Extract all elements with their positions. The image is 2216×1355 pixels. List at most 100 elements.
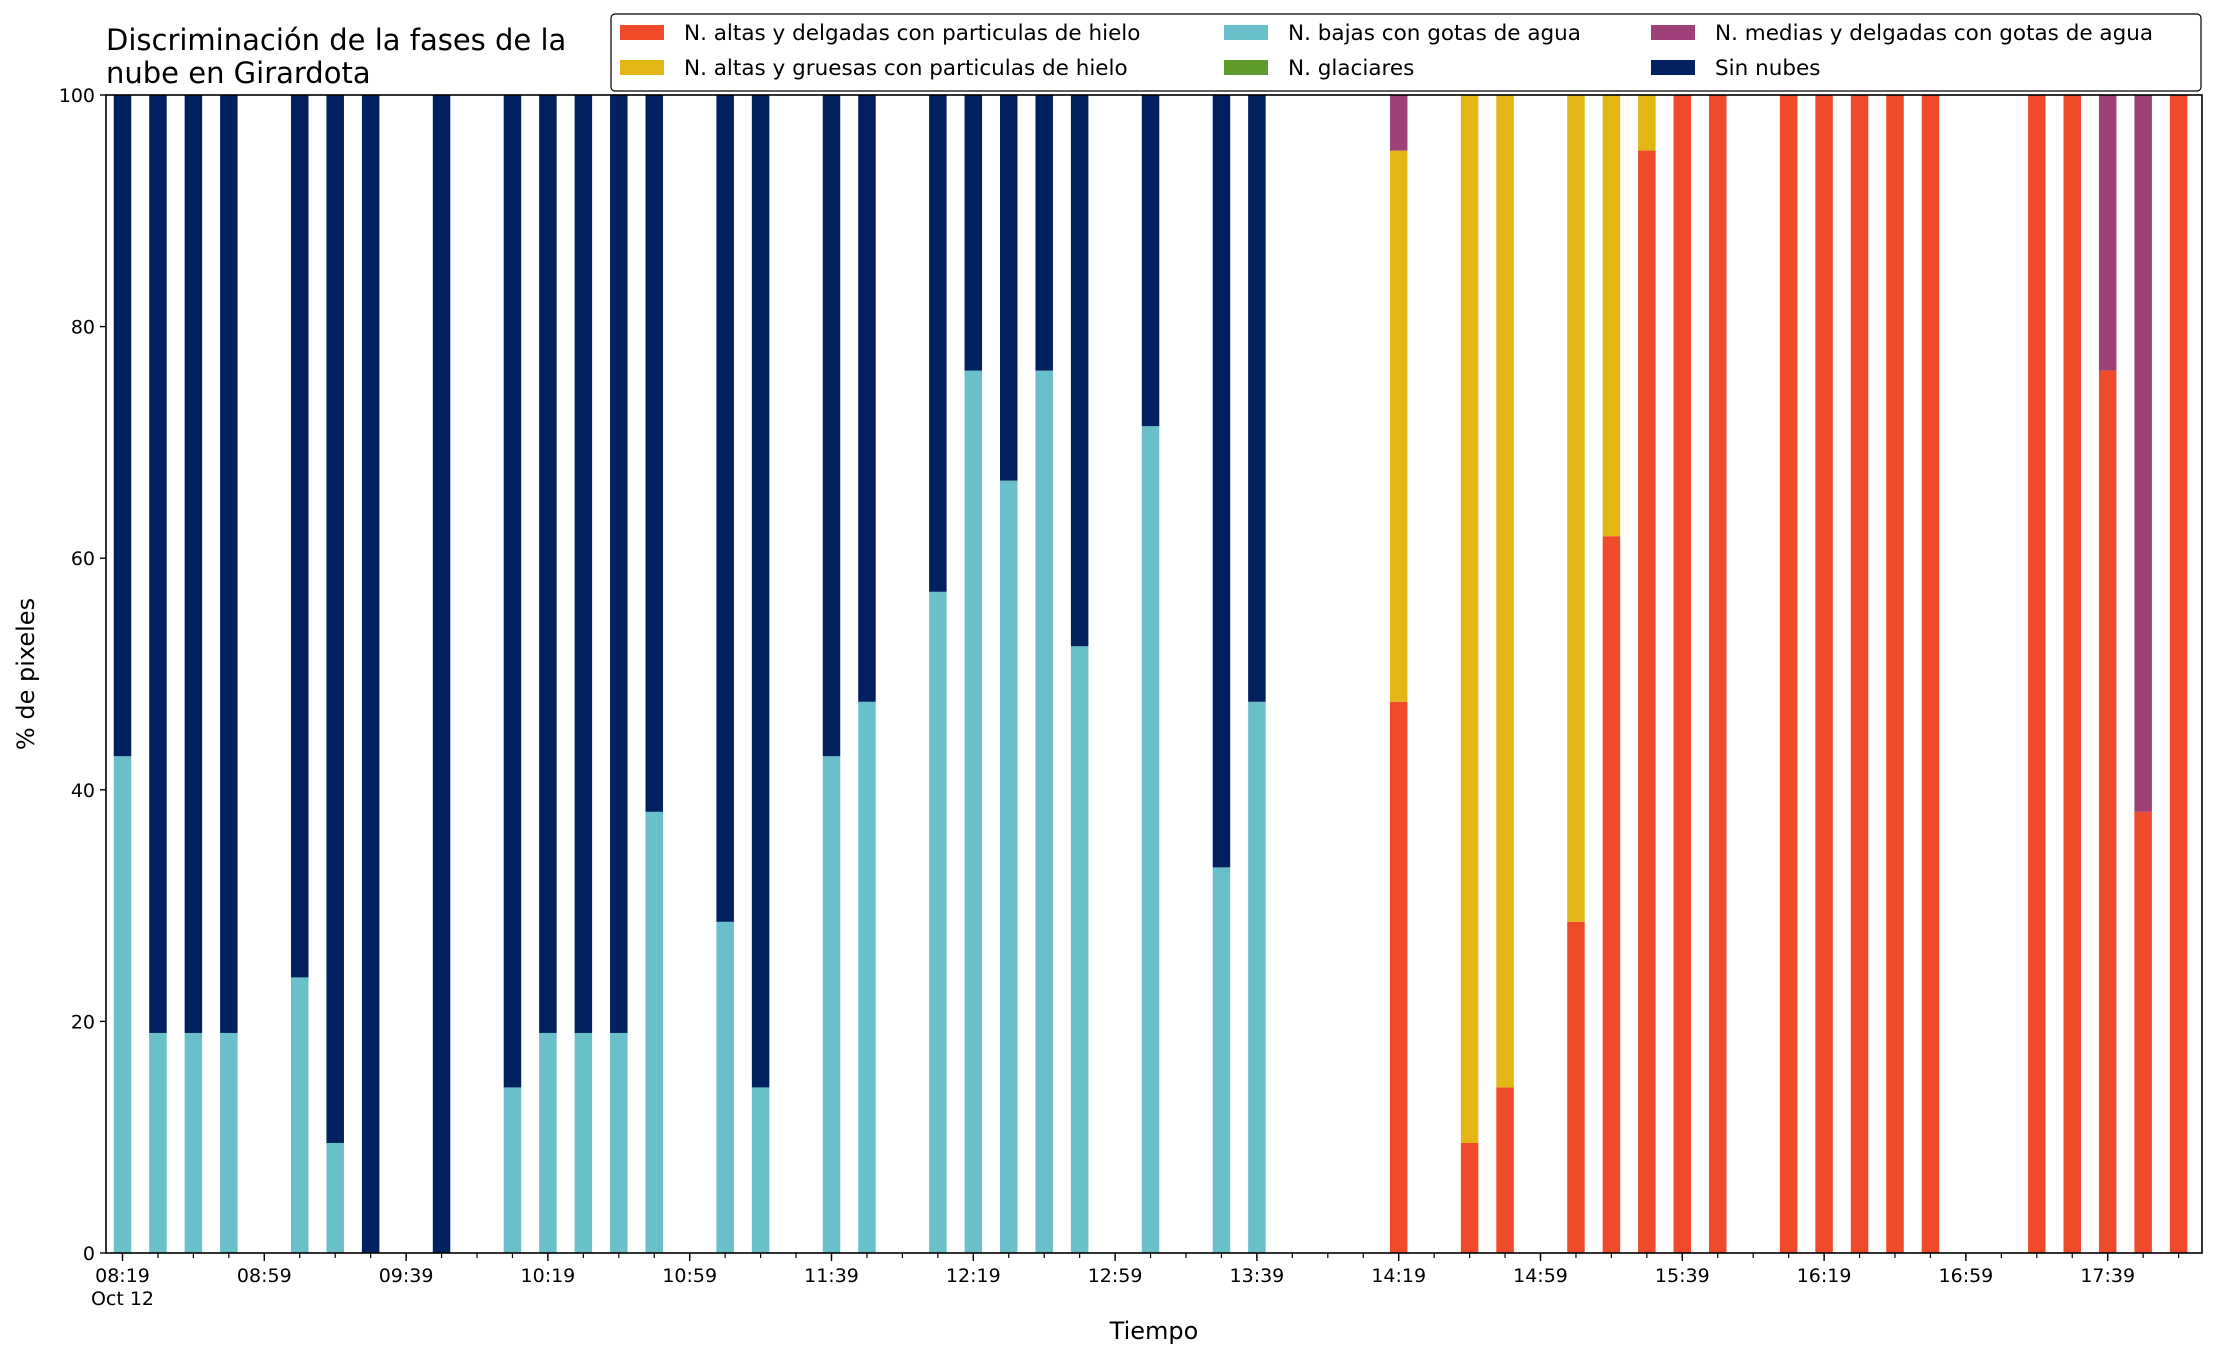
bar-segment-1749-s4: [2134, 95, 2152, 812]
x-tick-label-1059: 10:59: [662, 1265, 717, 1287]
x-tick-label-1219: 12:19: [946, 1265, 1001, 1287]
bar-segment-1339-s5: [1248, 95, 1266, 702]
y-tick-label-40: 40: [71, 780, 95, 802]
bar-segment-1249-s5: [1070, 95, 1089, 647]
bar-segment-1239-s2: [1035, 370, 1053, 1254]
bar-segment-1109-s5: [716, 95, 734, 922]
y-axis-label: % de pixeles: [12, 598, 40, 750]
bar-segment-0829-s5: [149, 95, 167, 1033]
bar-segment-1139-s5: [822, 95, 841, 757]
bar-segment-1609-s0: [1779, 95, 1798, 1253]
bar-segment-0849-s5: [220, 95, 238, 1033]
legend-label-5: Sin nubes: [1715, 56, 1820, 81]
bars-layer: [113, 95, 2188, 1254]
bar-segment-0819-s5: [113, 95, 132, 757]
bar-segment-1439-s1: [1460, 95, 1479, 1143]
bar-segment-1749-s0: [2134, 811, 2152, 1253]
legend-swatch-1: [620, 60, 664, 75]
bar-segment-1219-s2: [964, 370, 983, 1254]
x-tick-label-1459: 14:59: [1513, 1265, 1568, 1287]
bar-segment-1539-s0: [1673, 95, 1692, 1253]
y-tick-label-60: 60: [71, 548, 95, 570]
bar-segment-1109-s2: [716, 921, 734, 1253]
bar-segment-1119-s2: [751, 1087, 770, 1253]
x-tick-label-1139: 11:39: [804, 1265, 859, 1287]
x-tick-sublabel-date: Oct 12: [91, 1288, 154, 1310]
bar-segment-1649-s0: [1921, 95, 1940, 1253]
bar-segment-1039-s2: [610, 1032, 628, 1253]
bar-segment-1209-s2: [929, 591, 947, 1253]
bar-segment-1229-s2: [1000, 480, 1018, 1253]
x-tick-label-1339: 13:39: [1230, 1265, 1285, 1287]
bar-segment-1619-s0: [1815, 95, 1833, 1253]
bar-segment-1529-s1: [1638, 95, 1656, 151]
bar-segment-0919-s5: [326, 95, 344, 1143]
y-tick-label-80: 80: [71, 317, 95, 339]
bar-segment-1049-s5: [645, 95, 663, 812]
bar-segment-1719-s0: [2028, 95, 2046, 1253]
bar-segment-1139-s2: [822, 756, 841, 1253]
x-axis-label: Tiempo: [1109, 1317, 1199, 1345]
x-tick-label-0859: 08:59: [237, 1265, 292, 1287]
bar-segment-1339-s2: [1248, 701, 1266, 1253]
legend-swatch-0: [620, 25, 664, 40]
bar-segment-1249-s2: [1070, 646, 1089, 1253]
bar-segment-1449-s1: [1496, 95, 1514, 1088]
x-tick-label-1539: 15:39: [1655, 1265, 1710, 1287]
bar-segment-1329-s2: [1212, 867, 1231, 1253]
bar-segment-1219-s5: [964, 95, 983, 371]
chart-title-line-2: nube en Girardota: [106, 56, 371, 90]
bar-segment-0819-s2: [113, 756, 132, 1253]
y-tick-label-20: 20: [71, 1011, 95, 1033]
bar-segment-1729-s0: [2063, 95, 2081, 1253]
legend-swatch-5: [1651, 60, 1695, 75]
bar-segment-1439-s0: [1460, 1142, 1479, 1253]
bar-segment-1419-s4: [1389, 95, 1408, 151]
bar-segment-0839-s2: [184, 1032, 203, 1253]
legend-label-2: N. bajas con gotas de agua: [1288, 21, 1581, 46]
legend-label-1: N. altas y gruesas con particulas de hie…: [684, 56, 1128, 81]
bar-segment-1419-s1: [1389, 150, 1408, 702]
bar-segment-1029-s2: [574, 1032, 593, 1253]
bar-segment-0909-s5: [291, 95, 309, 978]
bar-segment-1639-s0: [1886, 95, 1904, 1253]
bar-segment-1529-s0: [1638, 150, 1656, 1254]
legend-frame: [610, 13, 2202, 92]
bar-segment-1009-s2: [503, 1087, 522, 1253]
legend-swatch-2: [1224, 25, 1268, 40]
legend: N. altas y delgadas con particulas de hi…: [610, 13, 2202, 92]
bar-segment-1509-s1: [1567, 95, 1585, 922]
y-tick-label-0: 0: [83, 1243, 95, 1265]
bar-segment-1019-s5: [539, 95, 557, 1033]
y-tick-label-100: 100: [59, 85, 95, 107]
bar-segment-1209-s5: [929, 95, 947, 592]
bar-segment-1149-s5: [858, 95, 876, 702]
y-axis: 0 20 40 60 80 100: [59, 85, 106, 1265]
bar-segment-0949-s5: [432, 95, 451, 1253]
x-tick-label-1739: 17:39: [2080, 1265, 2135, 1287]
bar-segment-1519-s0: [1602, 536, 1621, 1253]
chart-title-line-1: Discriminación de la fases de la: [106, 23, 566, 57]
bar-segment-1519-s1: [1602, 95, 1621, 537]
bar-segment-1149-s2: [858, 701, 876, 1253]
bar-segment-1309-s5: [1141, 95, 1160, 427]
bar-segment-1029-s5: [574, 95, 593, 1033]
bar-segment-1009-s5: [503, 95, 522, 1088]
x-tick-label-1259: 12:59: [1088, 1265, 1143, 1287]
legend-label-3: N. glaciares: [1288, 56, 1414, 81]
bar-segment-1449-s0: [1496, 1087, 1514, 1253]
bar-segment-1739-s0: [2098, 370, 2117, 1254]
bar-segment-1239-s5: [1035, 95, 1053, 371]
bar-segment-1119-s5: [751, 95, 770, 1088]
legend-label-0: N. altas y delgadas con particulas de hi…: [684, 21, 1140, 46]
bar-segment-0829-s2: [149, 1032, 167, 1253]
bar-segment-0849-s2: [220, 1032, 238, 1253]
bar-segment-1549-s0: [1709, 95, 1727, 1253]
x-tick-label-1419: 14:19: [1371, 1265, 1426, 1287]
legend-label-4: N. medias y delgadas con gotas de agua: [1715, 21, 2153, 46]
bar-segment-1229-s5: [1000, 95, 1018, 481]
bar-segment-1309-s2: [1141, 426, 1160, 1253]
bar-segment-1739-s4: [2098, 95, 2117, 371]
